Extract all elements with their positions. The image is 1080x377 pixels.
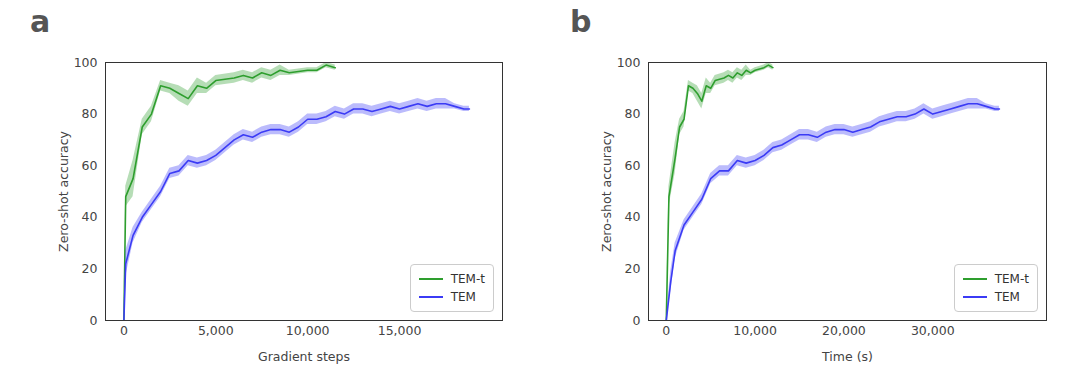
svg-text:15,000: 15,000 — [378, 323, 422, 338]
svg-text:10,000: 10,000 — [286, 323, 330, 338]
svg-text:40: 40 — [625, 209, 641, 224]
svg-text:5,000: 5,000 — [198, 323, 234, 338]
svg-text:100: 100 — [74, 55, 98, 70]
svg-text:30,000: 30,000 — [911, 323, 955, 338]
svg-text:20: 20 — [625, 261, 641, 276]
svg-text:Zero-shot accuracy: Zero-shot accuracy — [599, 130, 614, 251]
svg-text:60: 60 — [82, 158, 98, 173]
svg-text:100: 100 — [617, 55, 641, 70]
html-text:TEM-t: TEM-t — [450, 272, 485, 286]
html-text:a: a — [30, 4, 51, 39]
svg-text:60: 60 — [625, 158, 641, 173]
svg-text:40: 40 — [82, 209, 98, 224]
html-text:b: b — [570, 4, 592, 39]
svg-text:Time (s): Time (s) — [821, 349, 873, 364]
html-text:TEM: TEM — [450, 290, 476, 304]
svg-text:Zero-shot accuracy: Zero-shot accuracy — [56, 130, 71, 251]
svg-text:20,000: 20,000 — [822, 323, 866, 338]
svg-text:10,000: 10,000 — [733, 323, 777, 338]
svg-text:20: 20 — [82, 261, 98, 276]
html-text:TEM-t: TEM-t — [994, 272, 1029, 286]
svg-text:80: 80 — [82, 106, 98, 121]
svg-text:0: 0 — [633, 313, 641, 328]
svg-text:0: 0 — [120, 323, 128, 338]
svg-text:80: 80 — [625, 106, 641, 121]
html-text:TEM: TEM — [994, 290, 1020, 304]
svg-text:Gradient steps: Gradient steps — [258, 349, 350, 364]
svg-text:0: 0 — [662, 323, 670, 338]
svg-text:0: 0 — [90, 313, 98, 328]
